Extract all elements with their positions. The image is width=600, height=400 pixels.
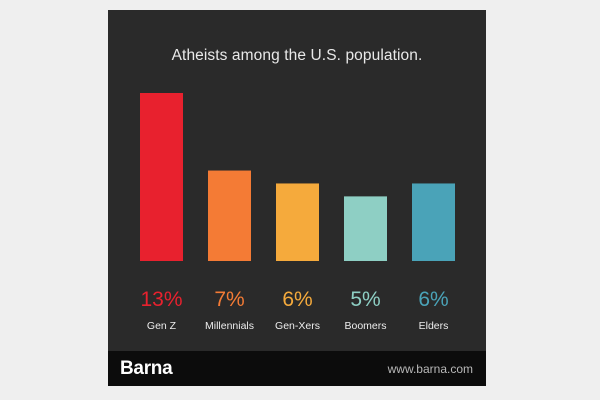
chart-title: Atheists among the U.S. population.: [171, 47, 423, 64]
value-label-gen-xers: 6%: [282, 288, 312, 311]
value-label-boomers: 5%: [350, 288, 380, 311]
bar-gen-z: [140, 93, 183, 261]
value-label-elders: 6%: [418, 288, 448, 311]
bar-boomers: [344, 196, 387, 261]
value-label-millennials: 7%: [214, 288, 244, 311]
category-label-gen-xers: Gen-Xers: [275, 320, 320, 332]
category-label-millennials: Millennials: [205, 320, 254, 332]
category-label-boomers: Boomers: [344, 320, 386, 332]
bar-gen-xers: [276, 183, 319, 261]
footer-bar: Barna www.barna.com: [108, 351, 486, 386]
category-label-gen-z: Gen Z: [147, 320, 177, 332]
bar-chart: 13% Gen Z 7% Millennials 6% Gen-Xers 5% Boomers…: [140, 93, 455, 332]
bar-millennials: [208, 170, 251, 261]
bar-elders: [412, 183, 455, 261]
value-label-gen-z: 13%: [140, 288, 182, 311]
category-label-elders: Elders: [419, 320, 449, 332]
infographic-card: Atheists among the U.S. population. 13% G…: [108, 10, 486, 386]
website-link[interactable]: www.barna.com: [387, 362, 473, 376]
brand-logo: Barna: [120, 358, 173, 379]
